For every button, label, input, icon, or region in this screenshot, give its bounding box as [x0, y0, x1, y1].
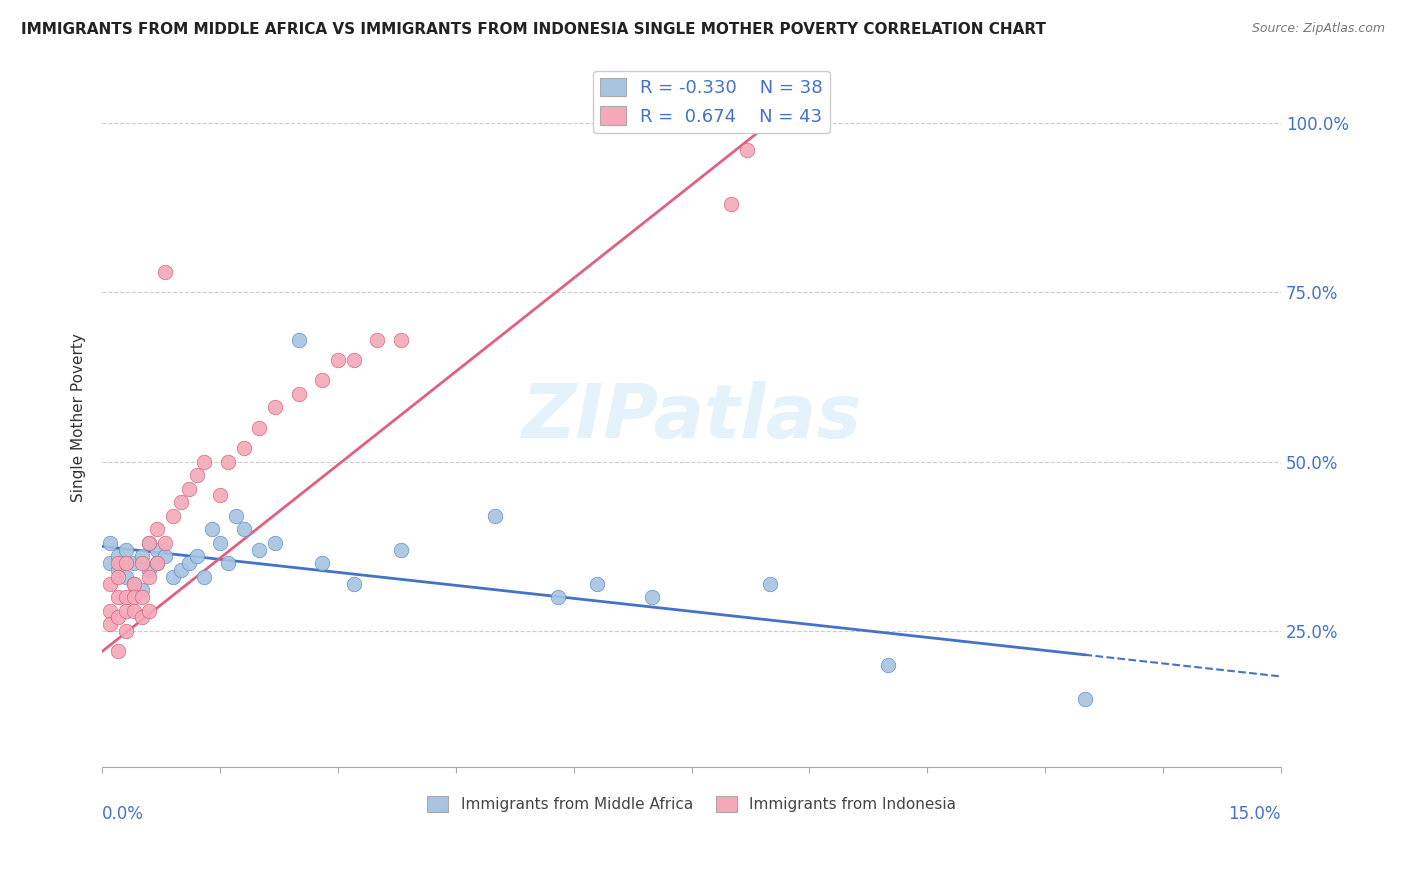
- Point: [138, 604, 160, 618]
- Point: [217, 556, 239, 570]
- Point: [170, 495, 193, 509]
- Point: [735, 143, 758, 157]
- Point: [389, 333, 412, 347]
- Point: [484, 508, 506, 523]
- Y-axis label: Single Mother Poverty: Single Mother Poverty: [72, 333, 86, 502]
- Legend: Immigrants from Middle Africa, Immigrants from Indonesia: Immigrants from Middle Africa, Immigrant…: [420, 790, 962, 818]
- Point: [107, 590, 129, 604]
- Point: [107, 570, 129, 584]
- Point: [107, 644, 129, 658]
- Point: [114, 570, 136, 584]
- Point: [114, 542, 136, 557]
- Point: [201, 522, 224, 536]
- Point: [641, 590, 664, 604]
- Point: [326, 353, 349, 368]
- Point: [146, 522, 169, 536]
- Point: [146, 556, 169, 570]
- Point: [209, 536, 232, 550]
- Point: [122, 576, 145, 591]
- Point: [547, 590, 569, 604]
- Point: [177, 556, 200, 570]
- Text: Source: ZipAtlas.com: Source: ZipAtlas.com: [1251, 22, 1385, 36]
- Point: [186, 468, 208, 483]
- Point: [153, 265, 176, 279]
- Point: [138, 563, 160, 577]
- Point: [759, 576, 782, 591]
- Point: [131, 583, 153, 598]
- Point: [146, 542, 169, 557]
- Point: [131, 610, 153, 624]
- Point: [153, 549, 176, 564]
- Text: 15.0%: 15.0%: [1229, 805, 1281, 823]
- Point: [264, 536, 287, 550]
- Point: [114, 604, 136, 618]
- Point: [98, 536, 121, 550]
- Point: [225, 508, 247, 523]
- Point: [98, 604, 121, 618]
- Point: [1073, 691, 1095, 706]
- Point: [107, 563, 129, 577]
- Point: [138, 536, 160, 550]
- Point: [146, 556, 169, 570]
- Point: [177, 482, 200, 496]
- Point: [114, 624, 136, 638]
- Point: [287, 387, 309, 401]
- Point: [98, 556, 121, 570]
- Point: [217, 454, 239, 468]
- Text: IMMIGRANTS FROM MIDDLE AFRICA VS IMMIGRANTS FROM INDONESIA SINGLE MOTHER POVERTY: IMMIGRANTS FROM MIDDLE AFRICA VS IMMIGRA…: [21, 22, 1046, 37]
- Point: [131, 590, 153, 604]
- Point: [366, 333, 388, 347]
- Point: [122, 604, 145, 618]
- Point: [186, 549, 208, 564]
- Point: [98, 617, 121, 632]
- Point: [131, 549, 153, 564]
- Point: [389, 542, 412, 557]
- Text: ZIPatlas: ZIPatlas: [522, 381, 862, 454]
- Point: [153, 536, 176, 550]
- Point: [247, 421, 270, 435]
- Point: [232, 522, 254, 536]
- Point: [586, 576, 609, 591]
- Point: [343, 353, 366, 368]
- Point: [122, 556, 145, 570]
- Point: [232, 441, 254, 455]
- Point: [162, 508, 184, 523]
- Point: [131, 556, 153, 570]
- Point: [138, 570, 160, 584]
- Point: [247, 542, 270, 557]
- Point: [114, 590, 136, 604]
- Point: [193, 570, 215, 584]
- Point: [209, 488, 232, 502]
- Point: [98, 576, 121, 591]
- Point: [264, 401, 287, 415]
- Point: [107, 610, 129, 624]
- Point: [720, 197, 742, 211]
- Point: [122, 590, 145, 604]
- Point: [311, 373, 333, 387]
- Point: [287, 333, 309, 347]
- Point: [343, 576, 366, 591]
- Point: [138, 536, 160, 550]
- Point: [311, 556, 333, 570]
- Point: [107, 556, 129, 570]
- Point: [193, 454, 215, 468]
- Point: [114, 556, 136, 570]
- Point: [162, 570, 184, 584]
- Point: [877, 657, 900, 672]
- Text: 0.0%: 0.0%: [103, 805, 143, 823]
- Point: [107, 549, 129, 564]
- Point: [170, 563, 193, 577]
- Point: [122, 576, 145, 591]
